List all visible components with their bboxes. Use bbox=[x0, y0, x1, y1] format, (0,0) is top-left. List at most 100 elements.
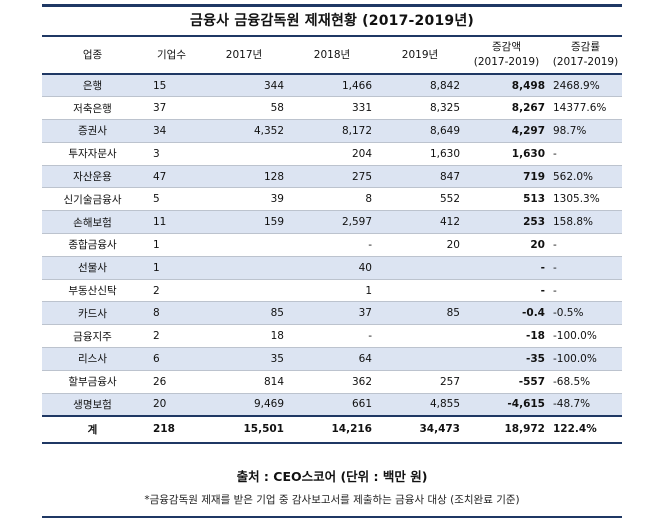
table-row: 카드사 8 85 37 85 -0.4 -0.5% bbox=[42, 301, 622, 326]
row-category: 생명보험 bbox=[42, 393, 143, 417]
row-rate: 158.8% bbox=[549, 210, 622, 235]
row-2018: 8 bbox=[288, 187, 376, 212]
sanctions-table: 업종 기업수 2017년 2018년 2019년 증감액 (2017-2019)… bbox=[42, 35, 622, 444]
row-2017: 35 bbox=[200, 347, 288, 371]
row-2017 bbox=[200, 142, 288, 166]
row-rate: 14377.6% bbox=[549, 96, 622, 121]
row-category: 카드사 bbox=[42, 301, 143, 326]
row-count: 1 bbox=[143, 256, 200, 280]
table-row: 은행 15 344 1,466 8,842 8,498 2468.9% bbox=[42, 74, 622, 98]
row-change: -0.4 bbox=[464, 301, 549, 326]
row-2017: 814 bbox=[200, 370, 288, 394]
row-category: 저축은행 bbox=[42, 96, 143, 121]
row-rate: -100.0% bbox=[549, 347, 622, 371]
row-rate: - bbox=[549, 233, 622, 257]
row-2018: 40 bbox=[288, 256, 376, 280]
total-row: 계 218 15,501 14,216 34,473 18,972 122.4% bbox=[42, 414, 622, 444]
row-rate: -100.0% bbox=[549, 324, 622, 349]
table-row: 손해보험 11 159 2,597 412 253 158.8% bbox=[42, 210, 622, 235]
row-2018: 275 bbox=[288, 165, 376, 189]
header-change-label: 증감액 bbox=[492, 41, 521, 53]
table-row: 증권사 34 4,352 8,172 8,649 4,297 98.7% bbox=[42, 119, 622, 143]
row-2018: 1 bbox=[288, 279, 376, 303]
row-change: 4,297 bbox=[464, 119, 549, 143]
row-2017: 18 bbox=[200, 324, 288, 349]
row-count: 11 bbox=[143, 210, 200, 235]
row-change: -18 bbox=[464, 324, 549, 349]
row-change: - bbox=[464, 256, 549, 280]
row-rate: - bbox=[549, 279, 622, 303]
total-rate: 122.4% bbox=[549, 414, 622, 444]
header-rate-label: 증감률 bbox=[571, 41, 600, 53]
table-row: 할부금융사 26 814 362 257 -557 -68.5% bbox=[42, 370, 622, 394]
row-change: 513 bbox=[464, 187, 549, 212]
total-2017: 15,501 bbox=[200, 414, 288, 444]
row-2019: 4,855 bbox=[376, 393, 464, 417]
row-count: 47 bbox=[143, 165, 200, 189]
total-change: 18,972 bbox=[464, 414, 549, 444]
row-2019: 412 bbox=[376, 210, 464, 235]
header-row: 업종 기업수 2017년 2018년 2019년 증감액 (2017-2019)… bbox=[42, 35, 622, 75]
row-category: 부동산신탁 bbox=[42, 279, 143, 303]
row-2018: 362 bbox=[288, 370, 376, 394]
row-rate: 98.7% bbox=[549, 119, 622, 143]
row-rate: 562.0% bbox=[549, 165, 622, 189]
row-rate: -48.7% bbox=[549, 393, 622, 417]
total-count: 218 bbox=[143, 414, 200, 444]
row-change: -35 bbox=[464, 347, 549, 371]
row-2019: 8,325 bbox=[376, 96, 464, 121]
bottom-rule bbox=[42, 516, 622, 518]
row-2018: 204 bbox=[288, 142, 376, 166]
row-category: 종합금융사 bbox=[42, 233, 143, 257]
total-2019: 34,473 bbox=[376, 414, 464, 444]
row-count: 34 bbox=[143, 119, 200, 143]
row-change: 719 bbox=[464, 165, 549, 189]
row-2019: 1,630 bbox=[376, 142, 464, 166]
row-2019: 552 bbox=[376, 187, 464, 212]
row-2017 bbox=[200, 233, 288, 257]
row-count: 2 bbox=[143, 279, 200, 303]
row-2018: 661 bbox=[288, 393, 376, 417]
header-change: 증감액 (2017-2019) bbox=[464, 35, 549, 75]
header-2017: 2017년 bbox=[200, 35, 288, 75]
row-category: 손해보험 bbox=[42, 210, 143, 235]
row-count: 5 bbox=[143, 187, 200, 212]
row-2017 bbox=[200, 279, 288, 303]
row-change: 253 bbox=[464, 210, 549, 235]
header-rate-period: (2017-2019) bbox=[552, 56, 619, 68]
row-2018: 2,597 bbox=[288, 210, 376, 235]
row-count: 37 bbox=[143, 96, 200, 121]
table-row: 신기술금융사 5 39 8 552 513 1305.3% bbox=[42, 187, 622, 212]
row-2017 bbox=[200, 256, 288, 280]
row-category: 금융지주 bbox=[42, 324, 143, 349]
row-2017: 4,352 bbox=[200, 119, 288, 143]
header-2019: 2019년 bbox=[376, 35, 464, 75]
report-frame: 금융사 금융감독원 제재현황 (2017-2019년) 업종 기업수 2017년… bbox=[42, 4, 622, 444]
source-caption: 출처 : CEO스코어 (단위 : 백만 원) bbox=[236, 469, 428, 484]
row-rate: - bbox=[549, 142, 622, 166]
row-change: 1,630 bbox=[464, 142, 549, 166]
row-rate: 1305.3% bbox=[549, 187, 622, 212]
row-category: 자산운용 bbox=[42, 165, 143, 189]
row-count: 8 bbox=[143, 301, 200, 326]
table-row: 리스사 6 35 64 -35 -100.0% bbox=[42, 347, 622, 371]
row-2017: 344 bbox=[200, 74, 288, 98]
row-category: 리스사 bbox=[42, 347, 143, 371]
row-2018: 331 bbox=[288, 96, 376, 121]
row-count: 2 bbox=[143, 324, 200, 349]
table-row: 종합금융사 1-20 20- bbox=[42, 233, 622, 257]
row-2018: 64 bbox=[288, 347, 376, 371]
row-2017: 128 bbox=[200, 165, 288, 189]
table-footer: 계 218 15,501 14,216 34,473 18,972 122.4% bbox=[42, 414, 622, 444]
header-category: 업종 bbox=[42, 35, 143, 75]
header-2018: 2018년 bbox=[288, 35, 376, 75]
table-body: 은행 15 344 1,466 8,842 8,498 2468.9% 저축은행 37 5 8 331… bbox=[42, 74, 622, 417]
row-2017: 39 bbox=[200, 187, 288, 212]
row-rate: -68.5% bbox=[549, 370, 622, 394]
row-category: 할부금융사 bbox=[42, 370, 143, 394]
table-row: 선물사 1 40 - - bbox=[42, 256, 622, 280]
footnote: *금융감독원 제재를 받은 기업 중 감사보고서를 제출하는 금융사 대상 (조… bbox=[144, 494, 520, 506]
top-rule bbox=[42, 4, 622, 7]
row-count: 15 bbox=[143, 74, 200, 98]
row-2018: - bbox=[288, 233, 376, 257]
